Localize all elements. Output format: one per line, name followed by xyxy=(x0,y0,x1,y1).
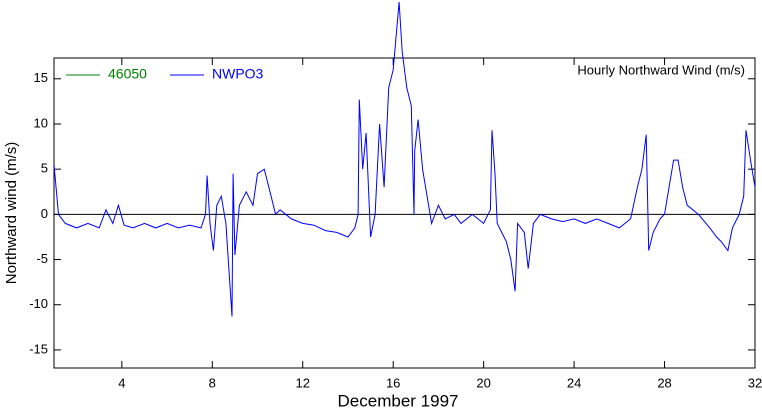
x-tick-label: 24 xyxy=(567,375,581,390)
x-tick-label: 28 xyxy=(657,375,671,390)
y-tick-label: 10 xyxy=(34,115,48,130)
y-tick-label: -5 xyxy=(36,251,48,266)
y-axis-label: Northward wind (m/s) xyxy=(3,142,20,285)
y-tick-label: -10 xyxy=(29,296,48,311)
data-line xyxy=(53,1,756,317)
x-tick-label: 4 xyxy=(118,375,125,390)
y-tick-label: 15 xyxy=(34,70,48,85)
x-axis-label: December 1997 xyxy=(338,391,459,409)
y-tick-label: -15 xyxy=(29,341,48,356)
x-tick-label: 20 xyxy=(476,375,490,390)
plot-frame xyxy=(53,57,756,369)
y-tick-label: 5 xyxy=(41,161,48,176)
x-tick-label: 32 xyxy=(748,375,762,390)
x-tick-label: 8 xyxy=(209,375,216,390)
x-tick-label: 12 xyxy=(296,375,310,390)
y-tick-label: 0 xyxy=(41,206,48,221)
x-tick-label: 16 xyxy=(386,375,400,390)
legend-label: NWPO3 xyxy=(212,66,264,82)
chart-title: Hourly Northward Wind (m/s) xyxy=(577,62,745,77)
legend-label: 46050 xyxy=(108,66,147,82)
